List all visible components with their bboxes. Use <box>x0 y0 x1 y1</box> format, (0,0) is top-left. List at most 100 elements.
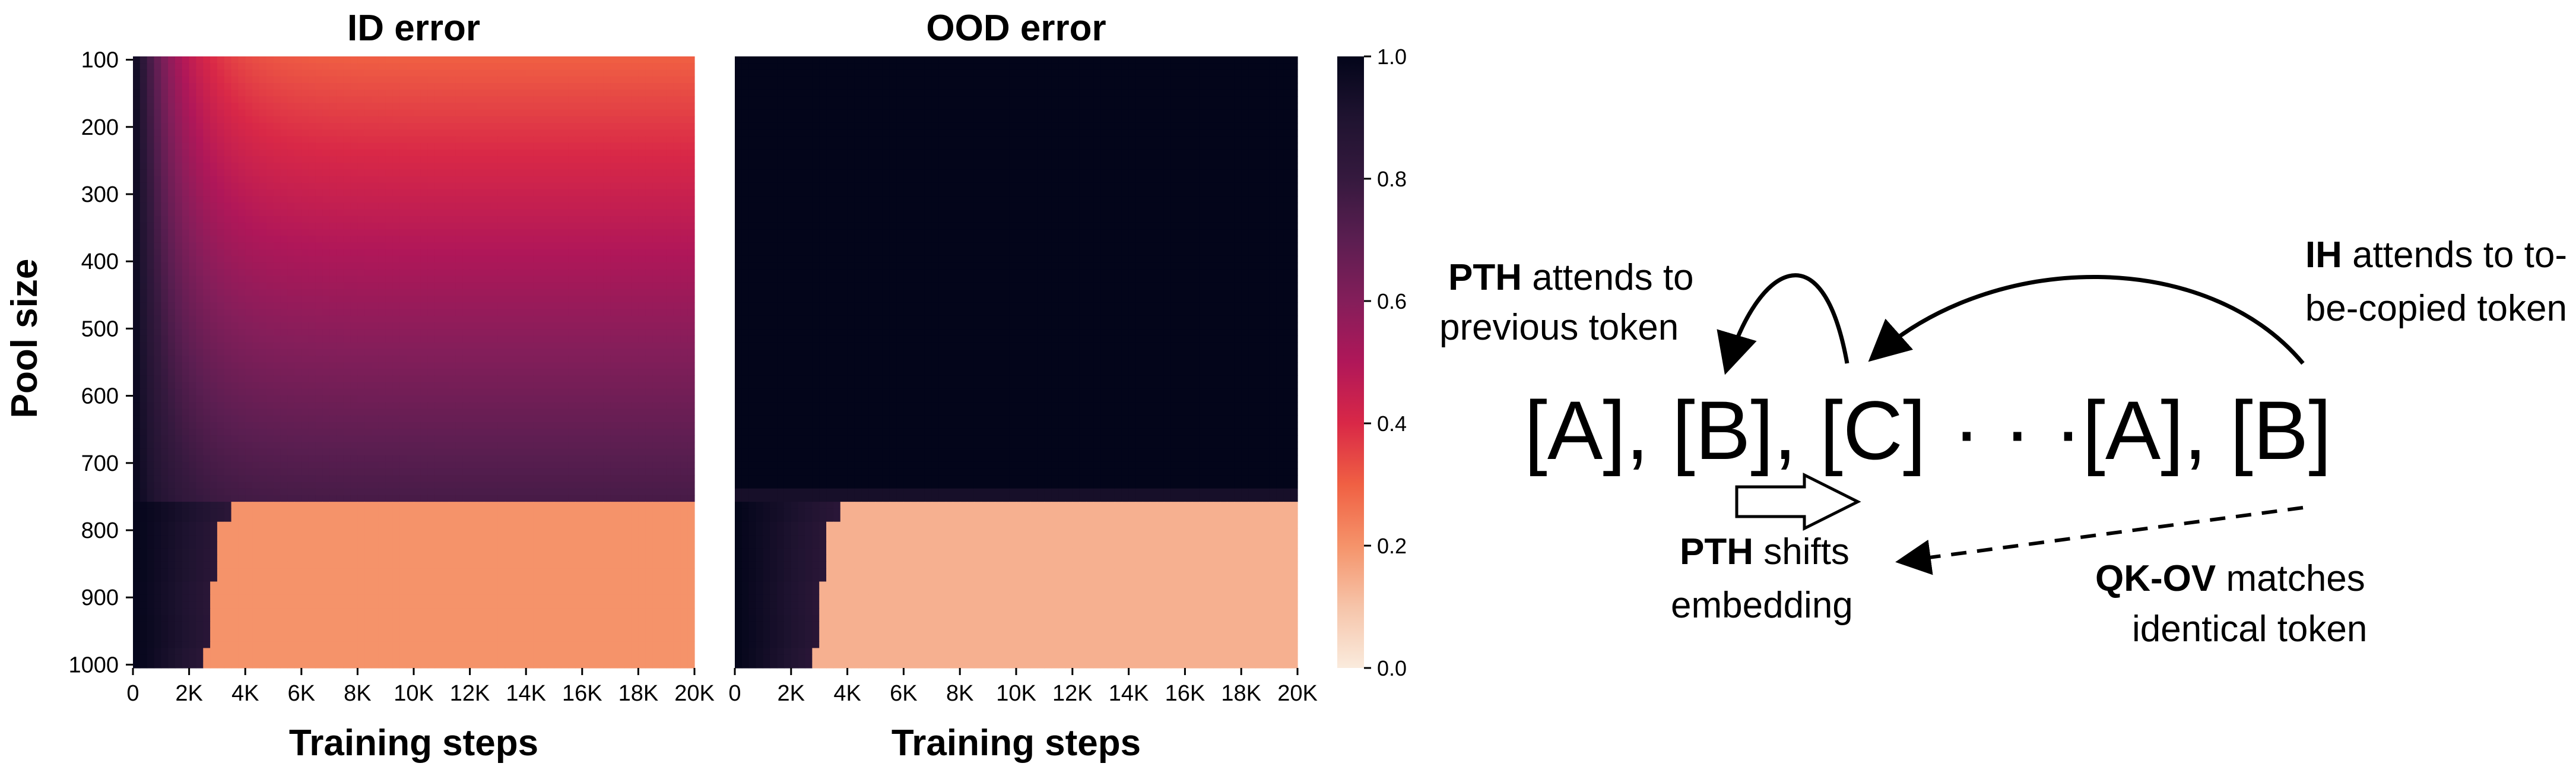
heatmap-cell <box>147 375 155 383</box>
heatmap-cell <box>378 382 386 390</box>
heatmap-cell <box>133 136 141 144</box>
heatmap-cell <box>512 56 519 64</box>
heatmap-cell <box>343 202 351 210</box>
heatmap-cell <box>175 355 183 363</box>
heatmap-cell <box>378 448 386 456</box>
heatmap-cell <box>245 442 253 449</box>
heatmap-cell <box>638 349 646 356</box>
heatmap-cell <box>449 182 456 190</box>
heatmap-cell <box>455 355 464 363</box>
heatmap-cell <box>666 435 674 442</box>
heatmap-cell <box>182 415 190 423</box>
heatmap-cell <box>147 435 155 442</box>
heatmap-cell <box>399 355 407 363</box>
heatmap-cell <box>505 209 513 217</box>
heatmap-cell <box>252 369 260 376</box>
heatmap-cell <box>168 262 176 270</box>
heatmap-cell <box>357 216 365 223</box>
heatmap-cell <box>491 296 499 303</box>
heatmap-cell <box>673 182 681 190</box>
heatmap-cell <box>652 395 660 403</box>
heatmap-cell <box>252 116 260 124</box>
heatmap-cell <box>139 442 148 449</box>
heatmap-cell <box>217 342 225 350</box>
heatmap-cell <box>385 109 394 117</box>
heatmap-cell <box>210 362 218 369</box>
heatmap-cell <box>385 322 394 330</box>
heatmap-cell <box>638 309 646 316</box>
heatmap-cell <box>575 362 583 369</box>
heatmap-cell <box>224 109 232 117</box>
heatmap-cell <box>624 262 632 270</box>
heatmap-cell <box>505 455 513 463</box>
heatmap-cell <box>407 262 414 270</box>
heatmap-cell <box>652 63 660 70</box>
heatmap-cell <box>596 216 604 223</box>
heatmap-cell <box>624 122 632 130</box>
heatmap-cell <box>575 342 583 350</box>
heatmap-cell <box>484 169 491 177</box>
heatmap-cell <box>673 269 681 277</box>
heatmap-cell <box>343 382 351 390</box>
heatmap-cell <box>336 242 344 250</box>
heatmap-cell <box>652 149 660 157</box>
heatmap-cell <box>372 249 379 256</box>
heatmap-cell <box>624 209 632 217</box>
heatmap-cell <box>603 322 611 330</box>
heatmap-cell <box>182 382 190 390</box>
heatmap-cell <box>245 103 253 110</box>
heatmap-cell <box>385 382 394 390</box>
heatmap-cell <box>139 83 148 90</box>
heatmap-cell <box>519 255 526 263</box>
heatmap-cell <box>645 209 653 217</box>
heatmap-cell <box>231 415 239 423</box>
heatmap-cell <box>280 229 288 236</box>
heatmap-cell <box>568 388 576 396</box>
heatmap-cell <box>575 388 583 396</box>
heatmap-cell <box>336 342 344 350</box>
heatmap-cell <box>182 375 190 383</box>
heatmap-cell <box>442 136 449 144</box>
heatmap-cell <box>680 349 688 356</box>
heatmap-cell <box>561 282 569 290</box>
heatmap-cell <box>245 455 253 463</box>
heatmap-cell <box>175 182 183 190</box>
heatmap-cell <box>364 302 372 310</box>
heatmap-cell <box>343 269 351 277</box>
heatmap-cell <box>469 455 478 463</box>
heatmap-cell <box>210 136 218 144</box>
heatmap-cell <box>308 369 316 376</box>
heatmap-cell <box>154 76 161 84</box>
heatmap-cell <box>133 255 141 263</box>
heatmap-cell <box>687 182 695 190</box>
heatmap-cell <box>385 96 394 103</box>
heatmap-cell <box>189 422 197 429</box>
heatmap-cell <box>512 435 519 442</box>
heatmap-cell <box>196 229 204 236</box>
heatmap-cell <box>154 282 161 290</box>
heatmap-cell <box>147 56 155 64</box>
heatmap-cell <box>519 149 526 157</box>
heatmap-cell <box>617 395 625 403</box>
heatmap-cell <box>497 69 506 77</box>
heatmap-cell <box>462 142 471 150</box>
heatmap-cell <box>245 388 253 396</box>
heatmap-cell <box>266 335 274 343</box>
heatmap-cell <box>687 442 695 449</box>
heatmap-cell <box>196 169 204 177</box>
heatmap-cell <box>252 156 260 163</box>
heatmap-cell <box>161 76 169 84</box>
heatmap-cell <box>308 375 316 383</box>
heatmap-cell <box>407 369 414 376</box>
heatmap-cell <box>617 69 625 77</box>
heatmap-cell <box>238 216 246 223</box>
heatmap-cell <box>385 388 394 396</box>
heatmap-cell <box>266 296 274 303</box>
heatmap-cell <box>575 255 583 263</box>
heatmap-cell <box>154 468 161 476</box>
heatmap-cell <box>589 309 597 316</box>
heatmap-cell <box>322 262 330 270</box>
heatmap-cell <box>378 402 386 409</box>
heatmap-cell <box>175 342 183 350</box>
heatmap-cell <box>139 335 148 343</box>
